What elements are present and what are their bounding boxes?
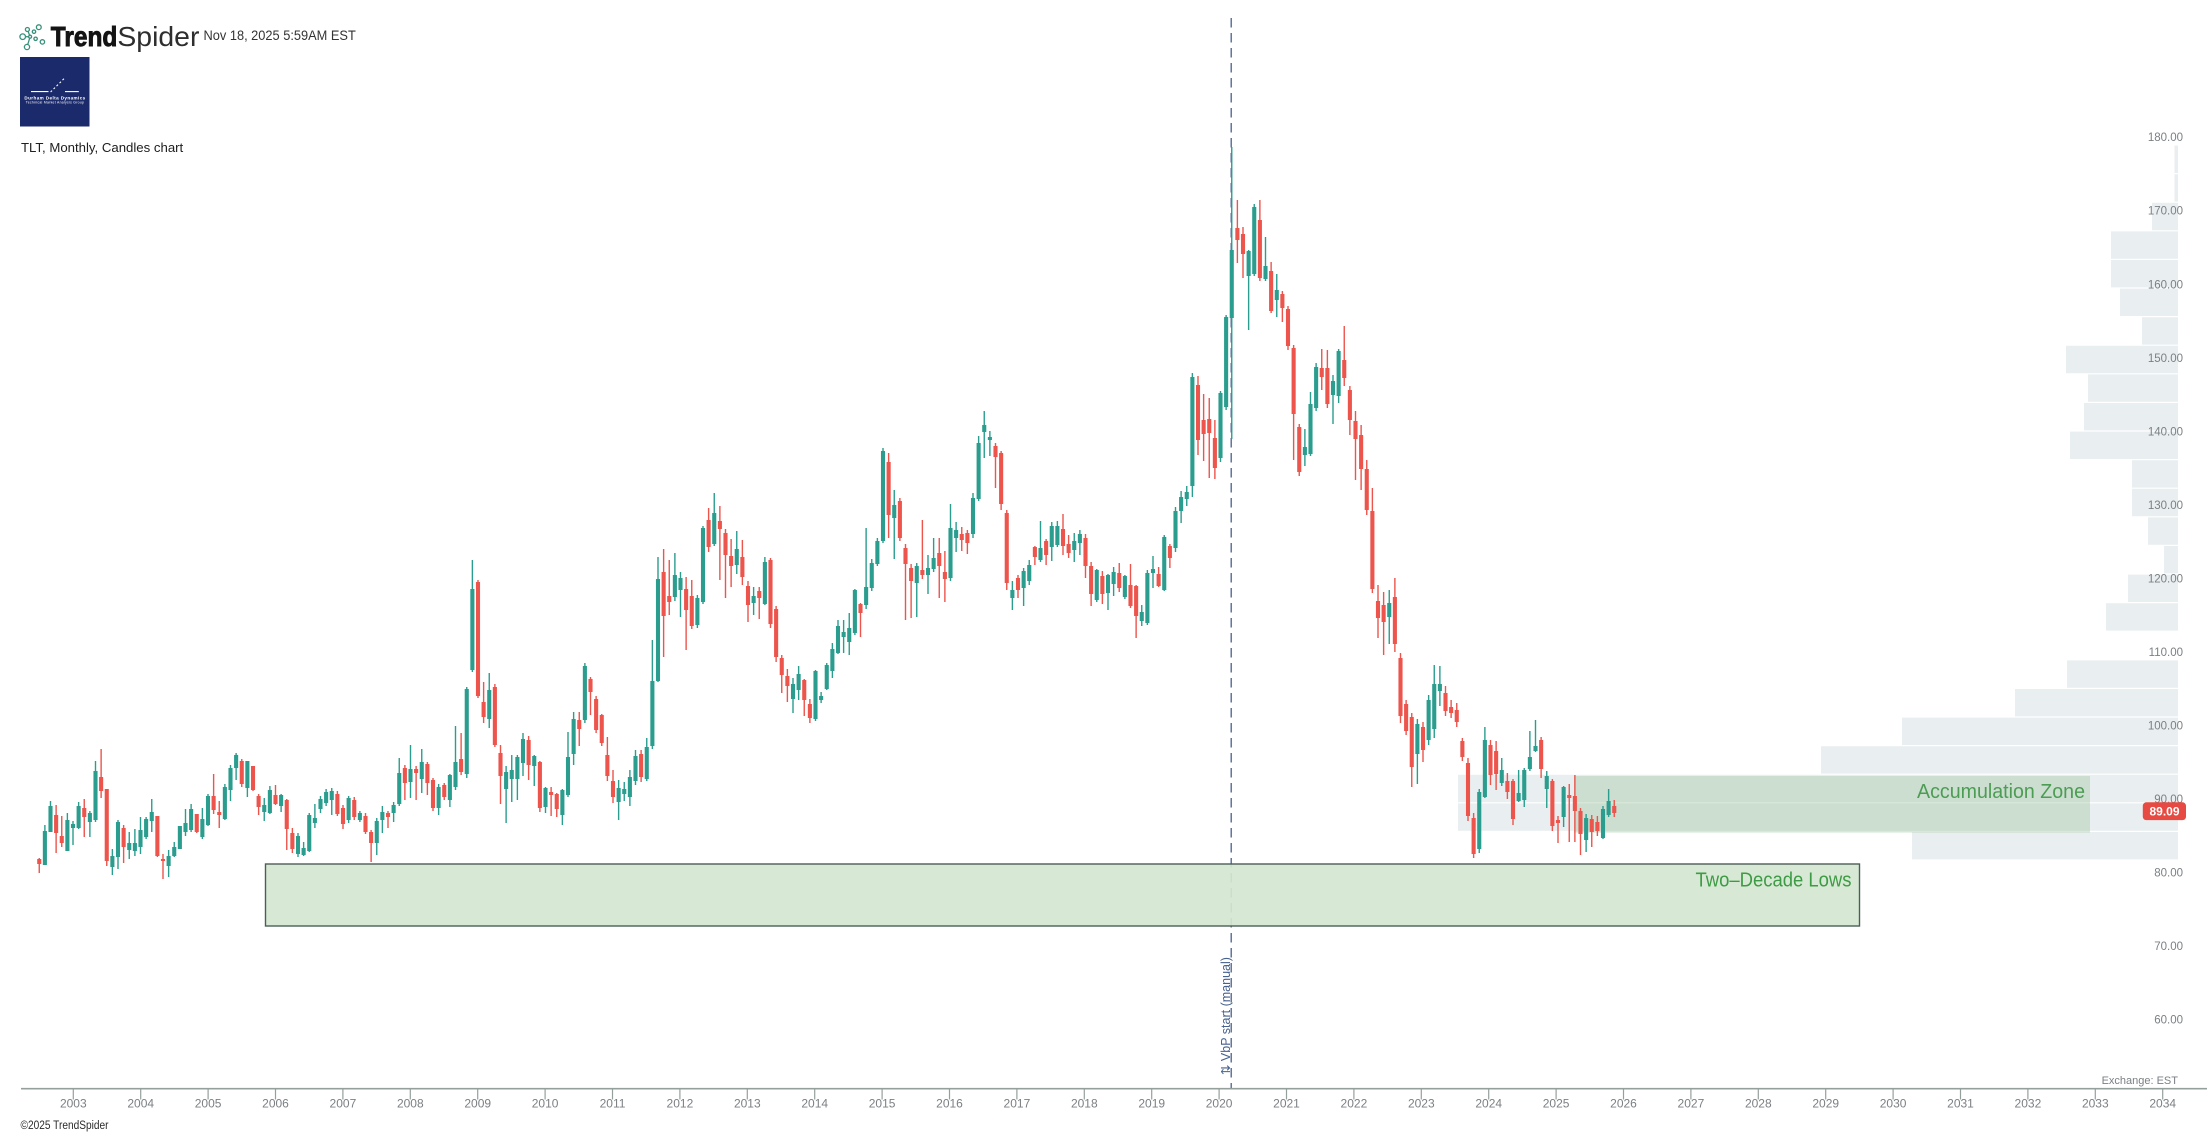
svg-text:150.00: 150.00 <box>2148 353 2183 365</box>
svg-text:2011: 2011 <box>600 1096 626 1110</box>
svg-text:100.00: 100.00 <box>2148 720 2183 732</box>
svg-text:2016: 2016 <box>936 1096 963 1110</box>
svg-text:120.00: 120.00 <box>2148 573 2183 585</box>
svg-text:2020: 2020 <box>1206 1096 1233 1110</box>
svg-text:160.00: 160.00 <box>2148 279 2183 291</box>
svg-text:180.00: 180.00 <box>2148 132 2183 144</box>
svg-text:Technical Market Analysis Grou: Technical Market Analysis Group <box>26 101 84 105</box>
svg-text:2005: 2005 <box>195 1096 222 1110</box>
svg-text:2030: 2030 <box>1880 1096 1907 1110</box>
svg-text:Durham Delta Dynamics: Durham Delta Dynamics <box>24 95 85 100</box>
svg-text:2007: 2007 <box>330 1096 357 1110</box>
svg-text:2022: 2022 <box>1341 1096 1368 1110</box>
svg-text:2025: 2025 <box>1543 1096 1570 1110</box>
svg-text:2009: 2009 <box>464 1096 491 1110</box>
svg-text:TLT, Monthly, Candles chart: TLT, Monthly, Candles chart <box>21 140 184 155</box>
svg-text:2015: 2015 <box>869 1096 896 1110</box>
svg-text:Spider: Spider <box>117 21 199 52</box>
svg-text:2019: 2019 <box>1138 1096 1165 1110</box>
svg-text:80.00: 80.00 <box>2154 868 2183 880</box>
svg-text:2008: 2008 <box>397 1096 424 1110</box>
svg-text:2010: 2010 <box>532 1096 559 1110</box>
svg-text:130.00: 130.00 <box>2148 500 2183 512</box>
svg-text:2032: 2032 <box>2015 1096 2042 1110</box>
svg-text:2012: 2012 <box>667 1096 694 1110</box>
svg-text:Two–Decade Lows: Two–Decade Lows <box>1696 870 1852 892</box>
svg-text:©2025 TrendSpider: ©2025 TrendSpider <box>21 1120 109 1132</box>
svg-text:2021: 2021 <box>1273 1096 1300 1110</box>
svg-text:2029: 2029 <box>1812 1096 1839 1110</box>
svg-text:170.00: 170.00 <box>2148 206 2183 218</box>
svg-text:2031: 2031 <box>1947 1096 1974 1110</box>
svg-text:2017: 2017 <box>1004 1096 1031 1110</box>
svg-text:2026: 2026 <box>1610 1096 1637 1110</box>
svg-text:60.00: 60.00 <box>2154 1015 2183 1027</box>
svg-text:2018: 2018 <box>1071 1096 1098 1110</box>
svg-text:89.09: 89.09 <box>2149 804 2179 818</box>
svg-text:2004: 2004 <box>127 1096 154 1110</box>
svg-text:⇅ VbP start (manual): ⇅ VbP start (manual) <box>1219 957 1233 1075</box>
svg-text:2028: 2028 <box>1745 1096 1772 1110</box>
svg-text:Trend: Trend <box>51 21 118 52</box>
svg-text:70.00: 70.00 <box>2154 941 2183 953</box>
svg-text:110.00: 110.00 <box>2149 647 2183 659</box>
svg-text:2014: 2014 <box>801 1096 828 1110</box>
svg-text:Exchange: EST: Exchange: EST <box>2102 1075 2179 1087</box>
svg-text:2033: 2033 <box>2082 1096 2109 1110</box>
svg-text:2006: 2006 <box>262 1096 289 1110</box>
svg-text:2027: 2027 <box>1678 1096 1705 1110</box>
svg-text:2013: 2013 <box>734 1096 761 1110</box>
svg-text:Accumulation Zone: Accumulation Zone <box>1917 781 2085 803</box>
svg-text:2003: 2003 <box>60 1096 87 1110</box>
svg-text:140.00: 140.00 <box>2148 426 2183 438</box>
svg-text:2034: 2034 <box>2149 1096 2176 1110</box>
svg-text:2024: 2024 <box>1475 1096 1502 1110</box>
svg-text:Nov 18, 2025 5:59AM EST: Nov 18, 2025 5:59AM EST <box>204 28 357 43</box>
svg-text:2023: 2023 <box>1408 1096 1435 1110</box>
